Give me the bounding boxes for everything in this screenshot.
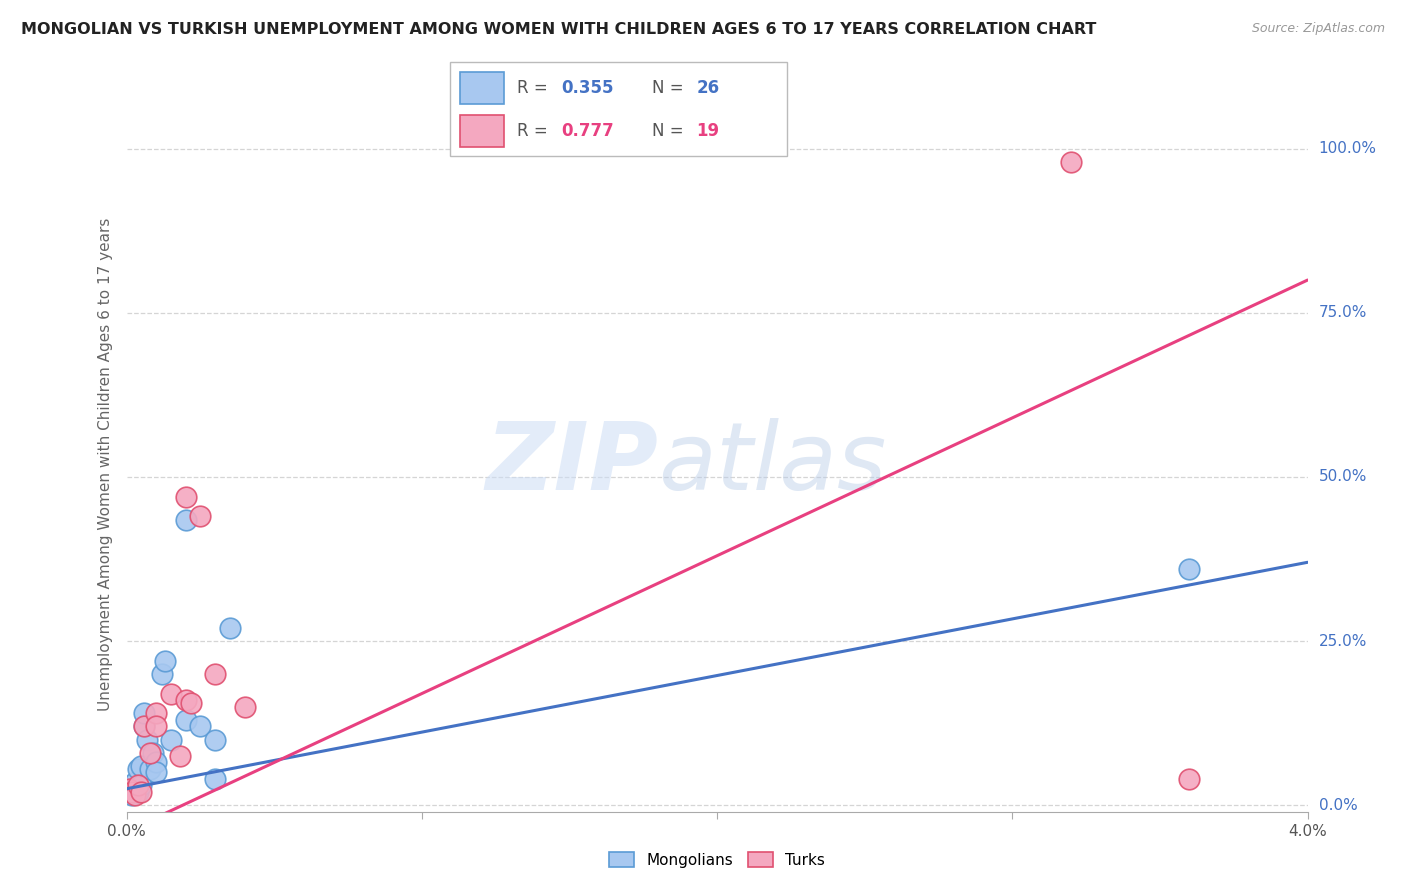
Point [188, 509, 211, 524]
Point [129, 779, 153, 793]
Point [219, 621, 242, 635]
Point [150, 666, 173, 681]
Point [204, 772, 226, 786]
Point [129, 758, 153, 772]
Point [127, 785, 149, 799]
Text: R =: R = [517, 78, 554, 96]
Point [180, 697, 202, 711]
Point [1178, 772, 1201, 786]
Point [142, 746, 165, 760]
Text: 0.0%: 0.0% [1319, 797, 1357, 813]
Point [233, 699, 256, 714]
Y-axis label: Unemployment Among Women with Children Ages 6 to 17 years: Unemployment Among Women with Children A… [97, 217, 112, 711]
Point [145, 706, 167, 721]
Point [174, 693, 197, 707]
Point [204, 732, 226, 747]
Text: atlas: atlas [658, 418, 886, 509]
Point [118, 785, 141, 799]
Point [153, 654, 176, 668]
Point [134, 719, 156, 733]
Point [204, 666, 226, 681]
Point [139, 746, 162, 760]
Point [145, 756, 167, 770]
Point [145, 765, 167, 780]
Point [124, 775, 146, 789]
Bar [460, 115, 503, 147]
Point [145, 719, 167, 733]
Point [134, 706, 156, 721]
Point [174, 490, 197, 504]
Point [136, 732, 159, 747]
Point [1178, 562, 1201, 576]
Text: N =: N = [652, 78, 689, 96]
Text: R =: R = [517, 122, 554, 140]
Point [121, 779, 143, 793]
Text: 0.777: 0.777 [561, 122, 614, 140]
Bar [460, 72, 503, 103]
Text: 50.0%: 50.0% [1319, 469, 1367, 484]
Point [188, 719, 211, 733]
FancyBboxPatch shape [450, 62, 787, 156]
Text: Source: ZipAtlas.com: Source: ZipAtlas.com [1251, 22, 1385, 36]
Text: ZIP: ZIP [485, 417, 658, 510]
Text: 26: 26 [696, 78, 720, 96]
Point [124, 789, 146, 803]
Point [174, 713, 197, 727]
Point [118, 781, 141, 796]
Point [134, 719, 156, 733]
Point [160, 687, 183, 701]
Text: N =: N = [652, 122, 689, 140]
Point [129, 785, 153, 799]
Point [121, 789, 143, 803]
Legend: Mongolians, Turks: Mongolians, Turks [603, 846, 831, 873]
Point [127, 762, 149, 776]
Point [124, 781, 146, 796]
Point [174, 513, 197, 527]
Text: 19: 19 [696, 122, 720, 140]
Text: 25.0%: 25.0% [1319, 633, 1367, 648]
Point [127, 779, 149, 793]
Text: 75.0%: 75.0% [1319, 305, 1367, 320]
Point [139, 762, 162, 776]
Text: 0.355: 0.355 [561, 78, 614, 96]
Point [169, 748, 191, 763]
Text: 100.0%: 100.0% [1319, 141, 1376, 156]
Text: MONGOLIAN VS TURKISH UNEMPLOYMENT AMONG WOMEN WITH CHILDREN AGES 6 TO 17 YEARS C: MONGOLIAN VS TURKISH UNEMPLOYMENT AMONG … [21, 22, 1097, 37]
Point [160, 732, 183, 747]
Point [121, 785, 143, 799]
Point [1060, 155, 1083, 169]
